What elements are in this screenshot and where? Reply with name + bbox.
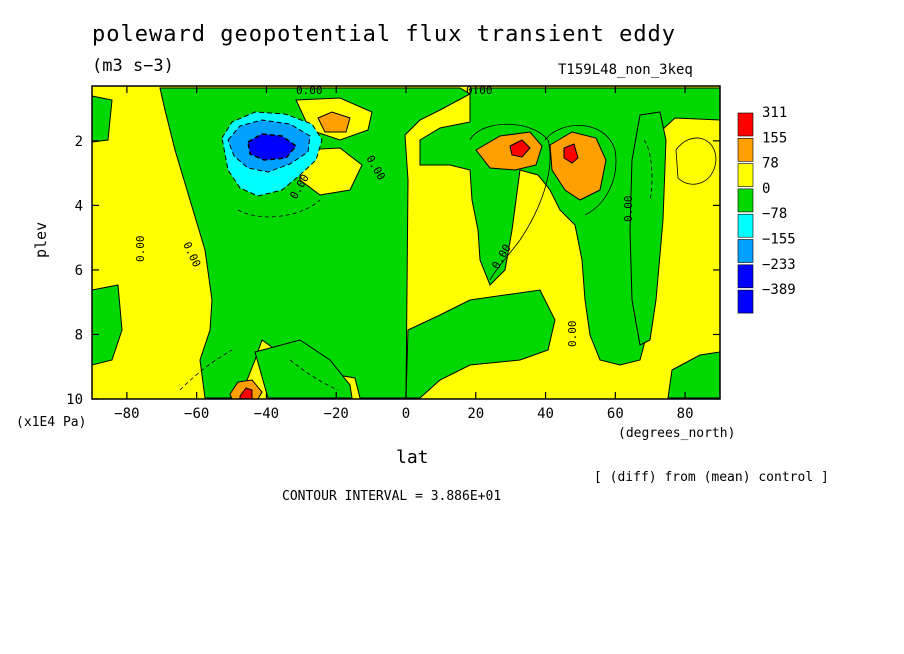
y-tick-label: 10 <box>66 392 83 408</box>
y-tick-label: 8 <box>75 327 83 343</box>
contour-label: 0.00 <box>466 84 493 97</box>
colorbar-label: 0 <box>762 181 770 197</box>
aux-contour-3 <box>675 137 717 185</box>
colorbar-swatch <box>737 112 754 137</box>
y-tick-label: 6 <box>75 263 83 279</box>
field-negative-right-column <box>629 111 667 346</box>
colorbar-swatch <box>737 188 754 213</box>
contour-label: 0.00 <box>296 84 323 97</box>
field-negative-bottom-right <box>667 351 720 399</box>
y-axis-units: (x1E4 Pa) <box>16 415 87 430</box>
colorbar-label: −389 <box>762 282 796 298</box>
plot-area: 0.00 0.00 0.00 0.00 0.00 0.00 0.00 0.00 … <box>92 84 720 399</box>
contour-label: 0.00 <box>622 196 635 223</box>
contour-label: 0.00 <box>134 236 147 263</box>
x-tick-label: 80 <box>677 406 694 422</box>
colorbar-swatch <box>737 163 754 187</box>
colorbar-label: −78 <box>762 206 787 222</box>
x-axis-units: (degrees_north) <box>618 426 736 441</box>
colorbar-swatch <box>737 289 754 314</box>
colorbar-swatch <box>737 239 754 263</box>
x-tick-label: 40 <box>537 406 554 422</box>
max-red-a <box>509 139 531 158</box>
x-tick-label: 0 <box>402 406 410 422</box>
colorbar: 311 155 78 0 −78 −155 −233 −389 <box>737 105 796 314</box>
aux-contour-2 <box>544 124 617 216</box>
chart-units: (m3 s−3) <box>92 56 174 76</box>
colorbar-swatch <box>737 213 754 238</box>
colorbar-label: 311 <box>762 105 787 121</box>
max-orange-a <box>475 131 543 171</box>
colorbar-label: −155 <box>762 232 796 248</box>
max-orange-c <box>317 111 351 133</box>
run-label: T159L48_non_3keq <box>558 62 693 78</box>
x-tick-label: 60 <box>607 406 624 422</box>
aux-contour-6 <box>179 349 233 391</box>
aux-contour-5 <box>237 199 321 218</box>
x-tick-label: −20 <box>324 406 349 422</box>
x-tick-label: 20 <box>467 406 484 422</box>
field-negative-bottom-left <box>254 339 353 399</box>
y-tick-label: 2 <box>75 134 83 150</box>
aux-contour-1 <box>469 123 551 281</box>
axes: −80 −60 −40 −20 0 20 40 60 80 2 4 6 8 10 <box>66 86 720 422</box>
x-axis-label: lat <box>396 447 429 468</box>
y-tick-label: 4 <box>75 198 83 214</box>
field-negative-left-edge <box>92 284 123 366</box>
contour-interval-label: CONTOUR INTERVAL = 3.886E+01 <box>282 489 502 504</box>
x-tick-label: −40 <box>254 406 279 422</box>
contour-label: 0.00 <box>566 321 579 348</box>
aux-contours <box>179 123 717 391</box>
x-tick-label: −60 <box>184 406 209 422</box>
max-red-b <box>563 143 579 164</box>
min-blue <box>247 133 298 161</box>
colorbar-label: −233 <box>762 257 796 273</box>
field-negative-left-top <box>92 95 113 143</box>
field-negative-south-strip <box>405 289 556 399</box>
aux-contour-7 <box>289 359 339 391</box>
colorbar-swatch <box>737 264 754 289</box>
chart-title: poleward geopotential flux transient edd… <box>92 22 677 47</box>
colorbar-label: 78 <box>762 156 779 172</box>
colorbar-label: 155 <box>762 130 787 146</box>
x-tick-label: −80 <box>114 406 139 422</box>
colorbar-swatch <box>737 138 754 162</box>
aux-contour-4 <box>643 139 653 201</box>
diff-note: [ (diff) from (mean) control ] <box>594 470 829 485</box>
